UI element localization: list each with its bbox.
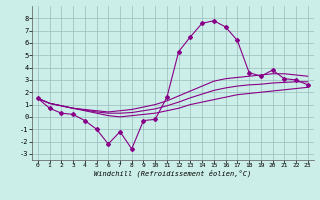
X-axis label: Windchill (Refroidissement éolien,°C): Windchill (Refroidissement éolien,°C) bbox=[94, 170, 252, 177]
